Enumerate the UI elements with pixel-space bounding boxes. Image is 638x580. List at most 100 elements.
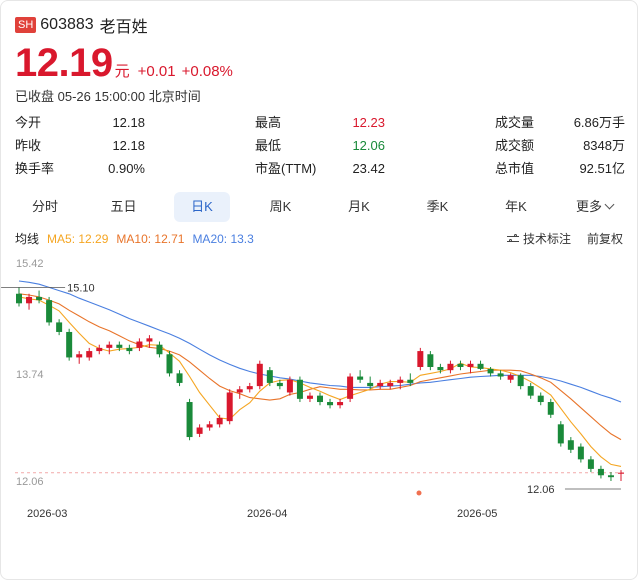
stat-0-2: 成交量 6.86万手 xyxy=(495,113,625,133)
candle-body xyxy=(266,370,273,383)
candle-body xyxy=(206,424,213,428)
stat-value: 12.23 xyxy=(352,115,385,130)
price-change: +0.01 xyxy=(137,63,176,80)
stat-label: 昨收 xyxy=(15,138,42,153)
candle-body xyxy=(226,392,233,422)
candle-body xyxy=(26,296,33,304)
candle-body xyxy=(106,344,113,348)
candle-body xyxy=(497,373,504,377)
stock-code: 603883 xyxy=(40,16,94,33)
x-axis-label: 2026-03 xyxy=(27,508,67,520)
candle-body xyxy=(587,459,594,469)
candle-body xyxy=(166,354,173,374)
candle-body xyxy=(337,402,344,406)
stat-0-1: 最高 12.23 xyxy=(255,113,385,133)
candle-body xyxy=(116,344,123,348)
tab-2[interactable]: 日K xyxy=(174,192,230,222)
candle-body xyxy=(487,368,494,374)
stat-value: 6.86万手 xyxy=(573,115,625,130)
candle-body xyxy=(186,402,193,438)
stat-label: 最高 xyxy=(255,115,282,130)
stat-1-0: 昨收 12.18 xyxy=(15,136,145,156)
indicator-button[interactable]: 技术标注 xyxy=(506,230,571,247)
stat-label: 市盈(TTM) xyxy=(255,161,317,176)
tab-3[interactable]: 周K xyxy=(253,192,309,222)
chart-tools: 技术标注 前复权 xyxy=(491,230,623,247)
candle-body xyxy=(577,446,584,460)
candle-body xyxy=(417,351,424,367)
stat-value: 0.90% xyxy=(108,161,145,176)
candle-body xyxy=(618,472,624,474)
ma-legend-title: 均线 xyxy=(15,232,40,246)
candle-body xyxy=(246,386,253,390)
tab-6[interactable]: 年K xyxy=(488,192,544,222)
candle-body xyxy=(387,382,394,387)
stat-value: 12.18 xyxy=(112,138,145,153)
tab-label: 周K xyxy=(269,199,292,214)
low-label: 12.06 xyxy=(527,484,555,496)
stat-value: 8348万 xyxy=(583,138,625,153)
candle-body xyxy=(146,338,153,342)
x-axis-label: 2026-04 xyxy=(247,508,287,520)
candle-body xyxy=(507,375,514,380)
stat-label: 换手率 xyxy=(15,161,55,176)
candle-body xyxy=(407,379,414,383)
candle-body xyxy=(477,363,484,369)
candle-body xyxy=(607,475,614,478)
high-label: 15.10 xyxy=(67,282,95,294)
candle-body xyxy=(327,402,334,406)
candle-body xyxy=(286,379,293,393)
candle-body xyxy=(527,386,534,396)
candle-body xyxy=(236,389,243,393)
price-unit: 元 xyxy=(114,63,130,80)
indicator-label: 技术标注 xyxy=(522,232,571,246)
tab-7[interactable]: 更多 xyxy=(567,192,623,222)
ma20-label: MA20: 13.3 xyxy=(192,231,254,246)
tab-label: 更多 xyxy=(575,199,602,214)
candle-body xyxy=(347,376,354,399)
stat-label: 成交量 xyxy=(495,115,535,130)
candle-body xyxy=(256,363,263,387)
adjust-label: 前复权 xyxy=(586,232,623,246)
market-status: 已收盘 05-26 15:00:00 北京时间 xyxy=(15,89,201,104)
candle-body xyxy=(56,322,63,332)
x-axis-label: 2026-05 xyxy=(457,508,497,520)
candle-body xyxy=(126,347,133,352)
candle-body xyxy=(567,440,574,450)
candle-body xyxy=(397,379,404,383)
tab-label: 日K xyxy=(191,199,213,214)
tab-4[interactable]: 月K xyxy=(331,192,387,222)
candlestick-chart[interactable]: 15.42 13.74 12.06 15.10 12.06 2026-03 2026-04 2… xyxy=(1,251,637,531)
candle-body xyxy=(216,417,223,425)
y-tick-label: 13.74 xyxy=(16,369,44,381)
ma10-line xyxy=(18,293,622,441)
y-tick-label: 12.06 xyxy=(16,476,44,488)
stat-label: 今开 xyxy=(15,115,42,130)
candle-body xyxy=(547,402,554,415)
tab-5[interactable]: 季K xyxy=(410,192,466,222)
candle-body xyxy=(156,344,163,355)
candle-body xyxy=(427,354,434,367)
candle-body xyxy=(306,395,313,399)
candle-body xyxy=(317,395,323,403)
candle-body xyxy=(16,293,22,304)
sliders-icon xyxy=(506,233,519,244)
stat-2-0: 换手率 0.90% xyxy=(15,159,145,179)
stat-value: 12.18 xyxy=(112,115,145,130)
stat-1-2: 成交额 8348万 xyxy=(495,136,625,156)
stat-label: 成交额 xyxy=(495,138,535,153)
ma5-label: MA5: 12.29 xyxy=(47,231,109,246)
price-change-pct: +0.08% xyxy=(181,63,233,80)
tab-0[interactable]: 分时 xyxy=(17,192,73,222)
candle-body xyxy=(76,354,83,358)
candle-body xyxy=(46,300,53,323)
ma10-label: MA10: 12.71 xyxy=(116,231,185,246)
adjust-button[interactable]: 前复权 xyxy=(587,230,623,247)
candle-body xyxy=(136,341,143,348)
stat-2-1: 市盈(TTM) 23.42 xyxy=(255,159,385,179)
candle-body xyxy=(66,331,73,358)
stat-label: 最低 xyxy=(255,138,282,153)
tab-label: 季K xyxy=(426,199,449,214)
tab-1[interactable]: 五日 xyxy=(96,192,152,222)
